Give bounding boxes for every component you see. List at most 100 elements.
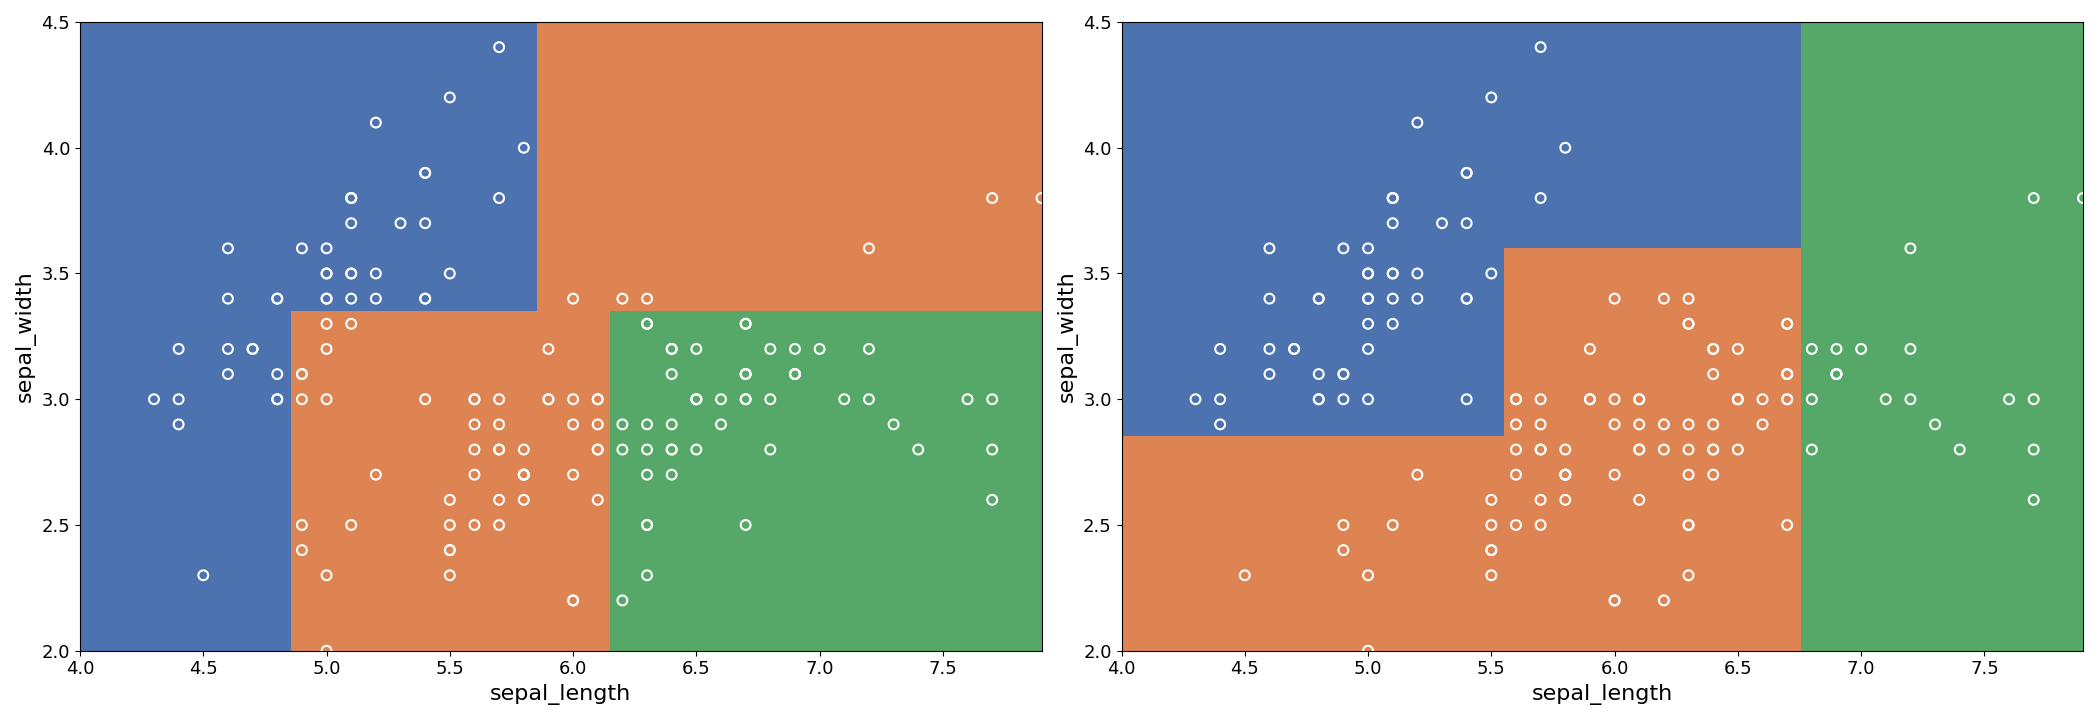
Point <box>1599 418 1632 430</box>
Point <box>457 418 491 430</box>
Point <box>1303 393 1336 405</box>
Point <box>260 293 294 305</box>
Point <box>508 469 541 480</box>
Point <box>531 343 564 355</box>
Point <box>2016 192 2050 204</box>
Point <box>2016 393 2050 405</box>
Point <box>1376 192 1410 204</box>
Point <box>1253 243 1286 254</box>
Point <box>606 293 640 305</box>
Point <box>556 469 590 480</box>
Point <box>1647 595 1680 606</box>
Point <box>1894 393 1928 405</box>
Point <box>852 343 885 355</box>
Point <box>1351 343 1385 355</box>
Point <box>1376 293 1410 305</box>
Point <box>753 343 787 355</box>
Point <box>1819 369 1853 380</box>
Point <box>1303 293 1336 305</box>
Point <box>1599 595 1632 606</box>
Point <box>728 318 762 330</box>
Point <box>1622 494 1655 505</box>
Point <box>187 570 220 581</box>
Point <box>976 393 1009 405</box>
Point <box>1771 393 1804 405</box>
Point <box>432 519 466 531</box>
Point <box>1523 444 1557 455</box>
Point <box>1450 293 1483 305</box>
Point <box>705 418 738 430</box>
X-axis label: sepal_length: sepal_length <box>1532 684 1672 705</box>
Point <box>1475 570 1508 581</box>
Point <box>508 494 541 505</box>
Point <box>1450 167 1483 179</box>
Point <box>1548 494 1582 505</box>
Point <box>680 444 713 455</box>
Point <box>606 444 640 455</box>
Point <box>728 369 762 380</box>
Point <box>976 444 1009 455</box>
X-axis label: sepal_length: sepal_length <box>491 684 631 705</box>
Point <box>629 570 663 581</box>
Point <box>556 595 590 606</box>
Point <box>1204 393 1238 405</box>
Point <box>2067 192 2098 204</box>
Point <box>409 293 443 305</box>
Point <box>235 343 269 355</box>
Point <box>1647 444 1680 455</box>
Point <box>457 469 491 480</box>
Point <box>1548 469 1582 480</box>
Point <box>1672 519 1706 531</box>
Point <box>1771 393 1804 405</box>
Point <box>1697 343 1731 355</box>
Point <box>581 393 615 405</box>
Point <box>1574 393 1607 405</box>
Point <box>1401 293 1435 305</box>
Point <box>1697 369 1731 380</box>
Point <box>1599 469 1632 480</box>
Point <box>1720 393 1754 405</box>
Point <box>581 444 615 455</box>
Point <box>1548 469 1582 480</box>
Point <box>359 293 392 305</box>
Point <box>1500 393 1534 405</box>
Point <box>1647 293 1680 305</box>
Point <box>1376 217 1410 229</box>
Point <box>260 393 294 405</box>
Point <box>1697 444 1731 455</box>
Point <box>1500 469 1534 480</box>
Point <box>1450 393 1483 405</box>
Point <box>1819 369 1853 380</box>
Point <box>1993 393 2027 405</box>
Point <box>1500 444 1534 455</box>
Point <box>483 393 516 405</box>
Point <box>432 91 466 103</box>
Point <box>1326 243 1360 254</box>
Point <box>311 268 344 279</box>
Point <box>1599 293 1632 305</box>
Point <box>1672 318 1706 330</box>
Point <box>1720 393 1754 405</box>
Point <box>1672 293 1706 305</box>
Point <box>1351 393 1385 405</box>
Point <box>1771 369 1804 380</box>
Point <box>976 494 1009 505</box>
Point <box>508 469 541 480</box>
Point <box>162 343 195 355</box>
Point <box>457 393 491 405</box>
Point <box>1622 418 1655 430</box>
Point <box>753 444 787 455</box>
Point <box>1771 519 1804 531</box>
Point <box>852 243 885 254</box>
Point <box>705 393 738 405</box>
Point <box>212 343 245 355</box>
Point <box>581 418 615 430</box>
Point <box>728 519 762 531</box>
Point <box>1475 544 1508 556</box>
Point <box>285 393 319 405</box>
Point <box>1475 268 1508 279</box>
Point <box>260 293 294 305</box>
Point <box>728 369 762 380</box>
Point <box>1253 369 1286 380</box>
Point <box>1672 519 1706 531</box>
